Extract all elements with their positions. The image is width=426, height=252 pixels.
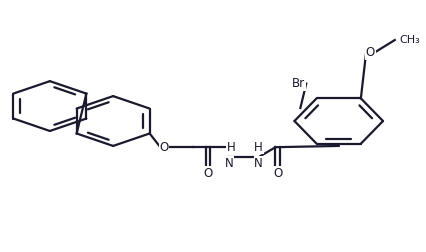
- Text: O: O: [159, 141, 168, 154]
- Text: O: O: [365, 46, 374, 59]
- Text: N: N: [224, 157, 233, 170]
- Text: N: N: [253, 157, 262, 170]
- Text: Br: Br: [291, 77, 305, 90]
- Text: H: H: [253, 141, 262, 154]
- Text: CH₃: CH₃: [399, 35, 420, 45]
- Text: O: O: [272, 167, 282, 180]
- Text: O: O: [203, 167, 212, 180]
- Text: H: H: [226, 141, 235, 154]
